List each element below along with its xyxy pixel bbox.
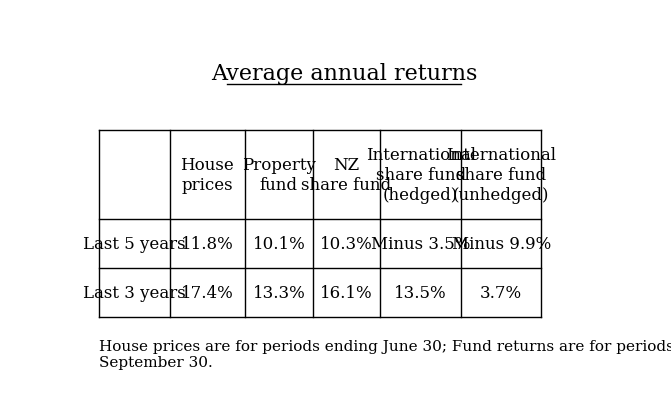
Text: Minus 9.9%: Minus 9.9% [452, 235, 551, 252]
Text: 10.3%: 10.3% [320, 235, 373, 252]
Text: 17.4%: 17.4% [181, 284, 234, 301]
Text: House
prices: House prices [180, 157, 234, 193]
Text: NZ
share fund: NZ share fund [301, 157, 392, 193]
Text: 3.7%: 3.7% [480, 284, 522, 301]
Text: International
share fund
(unhedged): International share fund (unhedged) [446, 147, 556, 203]
Text: 13.3%: 13.3% [252, 284, 305, 301]
Text: 16.1%: 16.1% [320, 284, 373, 301]
Text: Last 3 years: Last 3 years [83, 284, 186, 301]
Text: Minus 3.5%: Minus 3.5% [371, 235, 470, 252]
Text: International
share fund
(hedged): International share fund (hedged) [366, 147, 476, 203]
Text: Property
fund: Property fund [242, 157, 316, 193]
Text: 11.8%: 11.8% [181, 235, 234, 252]
Text: Average annual returns: Average annual returns [211, 63, 477, 85]
Text: Last 5 years: Last 5 years [83, 235, 186, 252]
Text: House prices are for periods ending June 30; Fund returns are for periods ending: House prices are for periods ending June… [99, 339, 671, 369]
Text: 13.5%: 13.5% [395, 284, 447, 301]
Text: 10.1%: 10.1% [252, 235, 305, 252]
